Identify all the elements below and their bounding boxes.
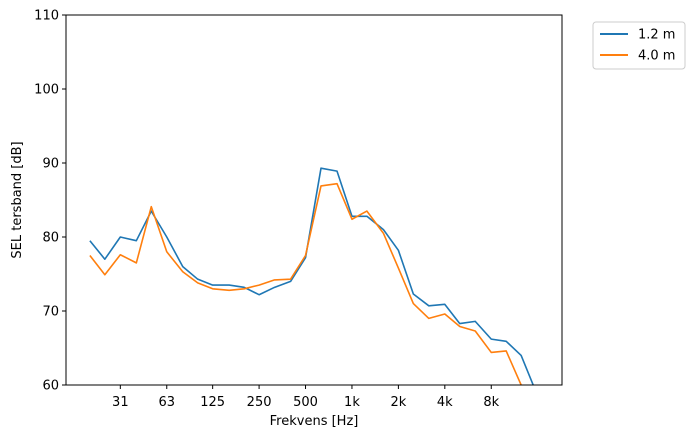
x-tick-label: 1k (344, 395, 360, 410)
x-tick-label: 2k (390, 395, 406, 410)
legend-label-1: 1.2 m (638, 28, 675, 43)
x-tick-label: 500 (293, 395, 318, 410)
x-tick-label: 31 (112, 395, 129, 410)
x-axis-label: Frekvens [Hz] (270, 414, 359, 429)
x-tick-label: 4k (437, 395, 453, 410)
series-line-1 (89, 167, 535, 385)
y-tick-label: 110 (34, 9, 59, 24)
y-axis-label: SEL tersband [dB] (10, 141, 25, 258)
series-layer (89, 167, 535, 385)
y-tick-label: 80 (42, 231, 59, 246)
y-tick-label: 60 (42, 379, 59, 394)
x-tick-label: 250 (247, 395, 272, 410)
x-tick-label: 8k (483, 395, 499, 410)
x-tick-label: 125 (200, 395, 225, 410)
series-line-2 (89, 182, 523, 385)
x-tick-label: 63 (158, 395, 175, 410)
y-tick-label: 70 (42, 305, 59, 320)
legend: 1.2 m 4.0 m (592, 21, 686, 70)
y-tick-label: 90 (42, 157, 59, 172)
legend-label-2: 4.0 m (638, 49, 675, 64)
y-axis: 60 70 80 90 100 110 (34, 9, 66, 394)
x-axis: 31 63 125 250 500 1k 2k 4k 8k (112, 385, 500, 410)
plot-frame (65, 14, 563, 386)
y-tick-label: 100 (34, 83, 59, 98)
